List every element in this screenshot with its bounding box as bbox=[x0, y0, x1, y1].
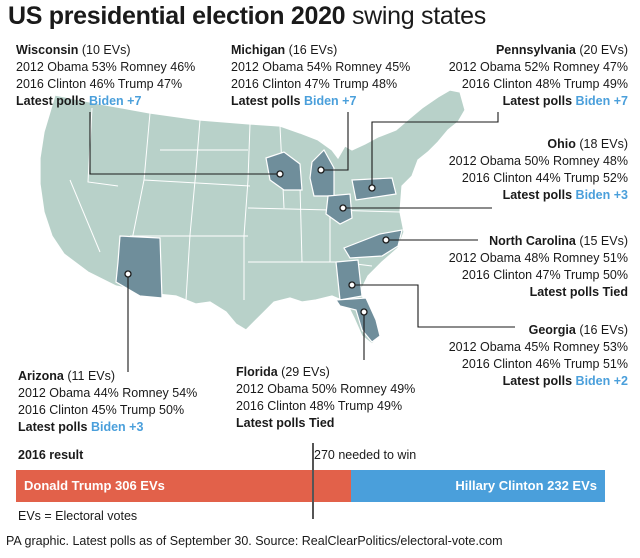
us-map bbox=[39, 89, 515, 372]
map-base bbox=[39, 89, 466, 345]
state-georgia bbox=[335, 259, 363, 301]
threshold-line-270 bbox=[312, 443, 314, 519]
dot-ohio bbox=[339, 204, 347, 212]
state-dots bbox=[124, 166, 390, 316]
page-title: US presidential election 2020 swing stat… bbox=[8, 2, 486, 30]
state-wisconsin bbox=[265, 151, 303, 191]
result-label: 2016 result bbox=[18, 448, 84, 462]
callout-georgia: Georgia (16 EVs) 2012 Obama 45% Romney 5… bbox=[448, 323, 628, 388]
bar-trump: Donald Trump 306 EVs bbox=[16, 470, 351, 502]
ev-note: EVs = Electoral votes bbox=[18, 509, 138, 523]
leader-wisconsin bbox=[89, 112, 280, 175]
dot-pennsylvania bbox=[368, 184, 376, 192]
callout-wisconsin: Wisconsin (10 EVs) 2012 Obama 53% Romney… bbox=[16, 43, 196, 108]
callout-pennsylvania: Pennsylvania (20 EVs) 2012 Obama 52% Rom… bbox=[448, 43, 628, 108]
leader-lines bbox=[89, 112, 515, 372]
source-note: PA graphic. Latest polls as of September… bbox=[6, 534, 503, 548]
callout-north-carolina: North Carolina (15 EVs) 2012 Obama 48% R… bbox=[448, 234, 628, 299]
callout-ohio: Ohio (18 EVs) 2012 Obama 50% Romney 48% … bbox=[448, 137, 628, 202]
state-arizona bbox=[115, 235, 163, 299]
callout-michigan: Michigan (16 EVs) 2012 Obama 54% Romney … bbox=[231, 43, 411, 108]
leader-georgia bbox=[352, 284, 515, 328]
dot-arizona bbox=[124, 270, 132, 278]
dot-michigan bbox=[317, 166, 325, 174]
bar-clinton: Hillary Clinton 232 EVs bbox=[351, 470, 605, 502]
mainland-us bbox=[39, 89, 466, 345]
dot-georgia bbox=[348, 281, 356, 289]
callout-arizona: Arizona (11 EVs) 2012 Obama 44% Romney 5… bbox=[18, 369, 198, 434]
state-florida bbox=[334, 297, 381, 343]
state-ohio bbox=[325, 193, 353, 225]
leader-michigan bbox=[321, 112, 349, 171]
dot-florida bbox=[360, 308, 368, 316]
dot-wisconsin bbox=[276, 170, 284, 178]
callout-florida: Florida (29 EVs) 2012 Obama 50% Romney 4… bbox=[236, 365, 416, 430]
needed-to-win-label: 270 needed to win bbox=[314, 448, 417, 462]
dot-north-carolina bbox=[382, 236, 390, 244]
leader-pennsylvania bbox=[371, 112, 499, 188]
